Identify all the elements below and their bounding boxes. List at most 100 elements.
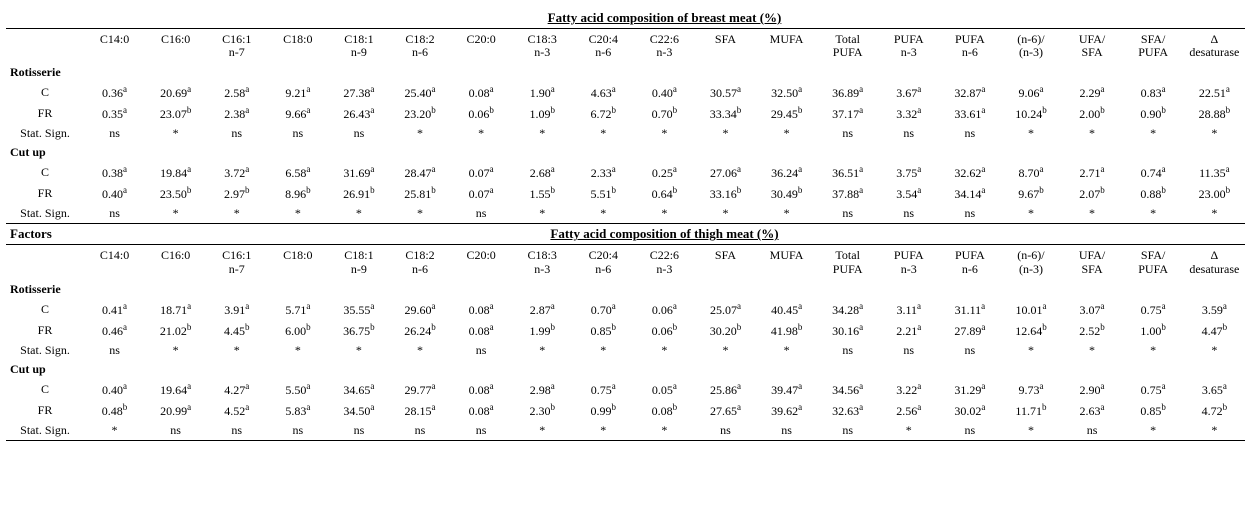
cell: * — [1062, 204, 1123, 224]
cell: 2.98a — [512, 379, 573, 400]
col-header-9: C22:6n-3 — [634, 29, 695, 64]
cell: 34.50a — [328, 400, 389, 421]
cell: 32.62a — [939, 162, 1000, 183]
cell: ns — [328, 124, 389, 143]
cell: * — [206, 341, 267, 360]
cell: ns — [267, 421, 328, 441]
row-label-stat-sign: Stat. Sign. — [6, 204, 84, 224]
cell: 0.70b — [634, 103, 695, 124]
cell: 28.88b — [1184, 103, 1245, 124]
cell: ns — [878, 204, 939, 224]
cell: 12.64b — [1000, 320, 1061, 341]
cell: 27.89a — [939, 320, 1000, 341]
col-header-9: C22:6n-3 — [634, 245, 695, 280]
cell: ns — [451, 341, 512, 360]
cell: ns — [1062, 421, 1123, 441]
cell: 27.38a — [328, 82, 389, 103]
col-header-14: PUFAn-6 — [939, 245, 1000, 280]
cell: ns — [145, 421, 206, 441]
cell: ns — [878, 341, 939, 360]
cell: 0.85b — [1123, 400, 1184, 421]
col-header-11: MUFA — [756, 29, 817, 64]
cell: 5.71a — [267, 299, 328, 320]
col-header-15: (n-6)/(n-3) — [1000, 245, 1061, 280]
cell: * — [206, 204, 267, 224]
row-label-fr: FR — [6, 320, 84, 341]
col-header-12: TotalPUFA — [817, 245, 878, 280]
cell: 9.67b — [1000, 183, 1061, 204]
cell: 1.00b — [1123, 320, 1184, 341]
cell: 3.72a — [206, 162, 267, 183]
cell: 23.20b — [389, 103, 450, 124]
col-header-15: (n-6)/(n-3) — [1000, 29, 1061, 64]
cell: 0.08a — [451, 82, 512, 103]
cell: 1.09b — [512, 103, 573, 124]
cell: * — [1000, 421, 1061, 441]
cell: 0.08a — [451, 320, 512, 341]
col-header-3: C18:0 — [267, 29, 328, 64]
cell: * — [573, 341, 634, 360]
cell: 4.63a — [573, 82, 634, 103]
cell: 6.58a — [267, 162, 328, 183]
cell: * — [389, 341, 450, 360]
cell: 36.89a — [817, 82, 878, 103]
cell: 2.68a — [512, 162, 573, 183]
cell: 11.71b — [1000, 400, 1061, 421]
cell: 0.40a — [84, 183, 145, 204]
cell: 25.07a — [695, 299, 756, 320]
cell: 2.07b — [1062, 183, 1123, 204]
cell: * — [389, 124, 450, 143]
cell: 34.56a — [817, 379, 878, 400]
cell: 11.35a — [1184, 162, 1245, 183]
cell: 41.98b — [756, 320, 817, 341]
header-blank — [6, 245, 84, 280]
cell: * — [1184, 124, 1245, 143]
cell: 32.50a — [756, 82, 817, 103]
cell: ns — [817, 204, 878, 224]
cell: ns — [206, 421, 267, 441]
cell: 4.47b — [1184, 320, 1245, 341]
cell: * — [267, 341, 328, 360]
cell: 3.91a — [206, 299, 267, 320]
cell: 37.17a — [817, 103, 878, 124]
cell: 23.00b — [1184, 183, 1245, 204]
cell: * — [1000, 341, 1061, 360]
cell: 31.11a — [939, 299, 1000, 320]
cell: * — [328, 341, 389, 360]
cell: * — [1062, 124, 1123, 143]
cell: ns — [328, 421, 389, 441]
cell: 0.64b — [634, 183, 695, 204]
col-header-2: C16:1n-7 — [206, 29, 267, 64]
cell: 26.91b — [328, 183, 389, 204]
cell: 0.06b — [451, 103, 512, 124]
cell: 32.63a — [817, 400, 878, 421]
cell: 31.29a — [939, 379, 1000, 400]
cell: ns — [756, 421, 817, 441]
cell: * — [573, 124, 634, 143]
cell: ns — [939, 421, 1000, 441]
cell: 9.06a — [1000, 82, 1061, 103]
cell: 33.34b — [695, 103, 756, 124]
cell: 8.96b — [267, 183, 328, 204]
cell: 9.66a — [267, 103, 328, 124]
cell: 23.50b — [145, 183, 206, 204]
cell: ns — [939, 341, 1000, 360]
cell: * — [573, 421, 634, 441]
cell: 10.24b — [1000, 103, 1061, 124]
cell: 40.45a — [756, 299, 817, 320]
cell: ns — [84, 124, 145, 143]
cell: * — [389, 204, 450, 224]
cell: 0.25a — [634, 162, 695, 183]
cell: 0.85b — [573, 320, 634, 341]
cell: 2.29a — [1062, 82, 1123, 103]
cell: ns — [206, 124, 267, 143]
col-header-1: C16:0 — [145, 245, 206, 280]
section-title: Fatty acid composition of breast meat (%… — [84, 8, 1245, 29]
cell: 39.47a — [756, 379, 817, 400]
cell: 0.35a — [84, 103, 145, 124]
cell: 36.51a — [817, 162, 878, 183]
cell: 5.51b — [573, 183, 634, 204]
cell: 23.07b — [145, 103, 206, 124]
cell: ns — [84, 204, 145, 224]
cell: 36.75b — [328, 320, 389, 341]
